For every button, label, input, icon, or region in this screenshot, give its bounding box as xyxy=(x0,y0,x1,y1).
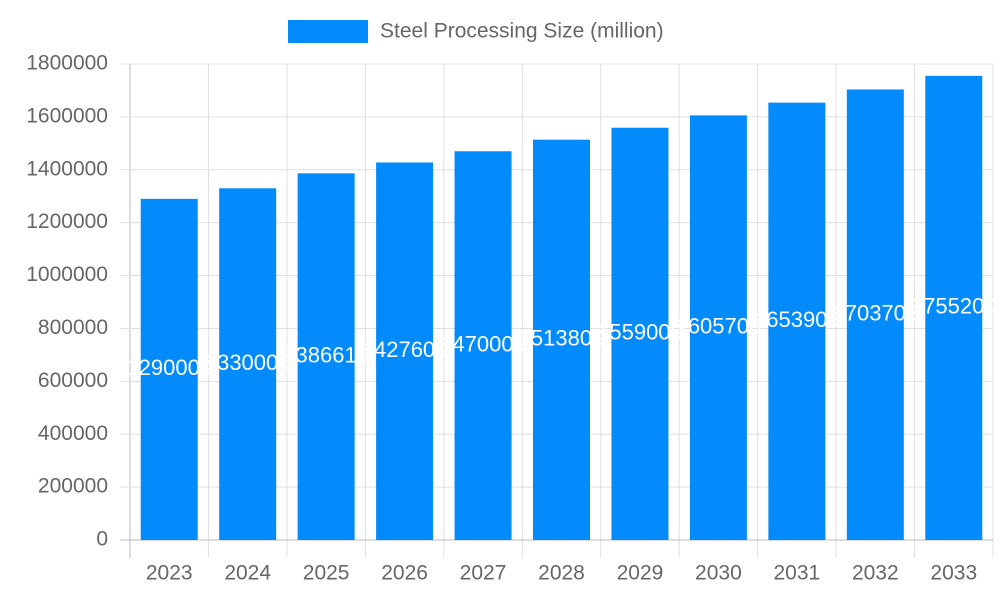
x-tick-label: 2024 xyxy=(224,562,271,585)
data-label: 1386610 xyxy=(283,342,369,367)
data-label: 1559000 xyxy=(597,320,683,345)
data-label: 1470000 xyxy=(440,331,526,356)
bar xyxy=(297,173,355,540)
bar xyxy=(846,89,904,540)
data-label: 1513800 xyxy=(519,326,605,351)
x-tick-label: 2032 xyxy=(852,562,899,585)
data-label: 1703700 xyxy=(832,301,918,326)
legend-label: Steel Processing Size (million) xyxy=(380,20,664,43)
x-tick-label: 2033 xyxy=(930,562,977,585)
x-tick-label: 2029 xyxy=(617,562,664,585)
bar xyxy=(533,139,590,540)
y-tick-label: 1200000 xyxy=(26,210,108,233)
y-tick-label: 1800000 xyxy=(26,52,108,75)
x-tick-label: 2025 xyxy=(303,562,350,585)
y-tick-label: 0 xyxy=(96,528,108,551)
data-label: 1427600 xyxy=(362,337,448,362)
bar xyxy=(689,115,747,540)
data-label: 1290000 xyxy=(126,355,212,380)
data-label: 1755200 xyxy=(911,294,997,319)
y-tick-label: 600000 xyxy=(38,369,108,392)
data-label: 1605700 xyxy=(676,314,762,339)
x-tick-label: 2023 xyxy=(146,562,193,585)
bar xyxy=(454,151,512,540)
x-tick-label: 2026 xyxy=(381,562,428,585)
y-tick-label: 1600000 xyxy=(26,104,108,127)
bar xyxy=(219,188,277,541)
y-tick-label: 400000 xyxy=(38,422,108,445)
x-tick-label: 2028 xyxy=(538,562,585,585)
bar xyxy=(140,198,198,540)
bar xyxy=(925,75,983,541)
legend-swatch xyxy=(288,20,368,43)
data-label: 1330000 xyxy=(205,350,291,375)
data-label: 1653900 xyxy=(754,307,840,332)
x-tick-label: 2027 xyxy=(460,562,507,585)
x-tick-label: 2030 xyxy=(695,562,742,585)
bar xyxy=(768,102,826,541)
y-tick-label: 200000 xyxy=(38,475,108,498)
x-tick-label: 2031 xyxy=(774,562,821,585)
y-tick-label: 1400000 xyxy=(26,157,108,180)
bar xyxy=(611,127,669,540)
y-tick-label: 1000000 xyxy=(26,263,108,286)
y-tick-label: 800000 xyxy=(38,316,108,339)
bar xyxy=(376,162,434,540)
